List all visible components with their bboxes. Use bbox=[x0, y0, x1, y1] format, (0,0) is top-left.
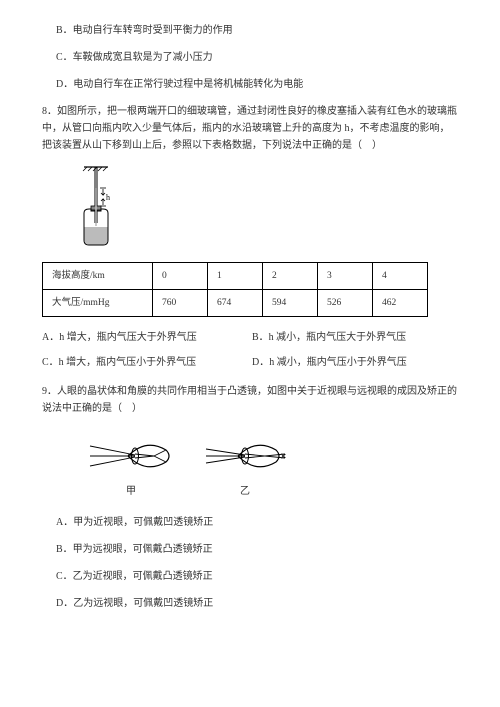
eye-yi: 乙 bbox=[202, 435, 288, 500]
option-9c: C．乙为近视眼，可佩戴凸透镜矫正 bbox=[56, 568, 458, 585]
question-8: 8．如图所示，把一根两端开口的细玻璃管，通过封闭性良好的橡皮塞插入装有红色水的玻… bbox=[42, 103, 458, 154]
q8-figure: h bbox=[70, 165, 458, 250]
option-7b: B．电动自行车转弯时受到平衡力的作用 bbox=[56, 22, 458, 39]
cell: 4 bbox=[373, 263, 428, 290]
cell: 1 bbox=[208, 263, 263, 290]
option-8c: C．h 增大，瓶内气压小于外界气压 bbox=[42, 354, 248, 371]
cell: 大气压/mmHg bbox=[43, 290, 153, 317]
option-7d: D．电动自行车在正常行驶过程中是将机械能转化为电能 bbox=[56, 76, 458, 93]
q9-stem: 9．人眼的晶状体和角膜的共同作用相当于凸透镜，如图中关于近视眼与远视眼的成因及矫… bbox=[42, 386, 457, 414]
option-9b: B．甲为远视眼，可佩戴凸透镜矫正 bbox=[56, 541, 458, 558]
q8-stem: 8．如图所示，把一根两端开口的细玻璃管，通过封闭性良好的橡皮塞插入装有红色水的玻… bbox=[42, 106, 457, 151]
table-row: 海拔高度/km 0 1 2 3 4 bbox=[43, 263, 428, 290]
cell: 594 bbox=[263, 290, 318, 317]
table-row: 大气压/mmHg 760 674 594 526 462 bbox=[43, 290, 428, 317]
eye-label-jia: 甲 bbox=[126, 483, 136, 500]
option-9d: D．乙为远视眼，可佩戴凹透镜矫正 bbox=[56, 595, 458, 612]
eye-label-yi: 乙 bbox=[240, 483, 250, 500]
option-8a: A．h 增大，瓶内气压大于外界气压 bbox=[42, 329, 248, 346]
svg-text:h: h bbox=[106, 193, 110, 202]
cell: 海拔高度/km bbox=[43, 263, 153, 290]
eye-jia: 甲 bbox=[88, 435, 174, 500]
option-7c: C．车鞍做成宽且软是为了减小压力 bbox=[56, 49, 458, 66]
question-9: 9．人眼的晶状体和角膜的共同作用相当于凸透镜，如图中关于近视眼与远视眼的成因及矫… bbox=[42, 383, 458, 417]
cell: 0 bbox=[153, 263, 208, 290]
q9-figure: 甲 乙 bbox=[88, 435, 458, 500]
cell: 462 bbox=[373, 290, 428, 317]
option-8d: D．h 减小，瓶内气压小于外界气压 bbox=[252, 354, 458, 371]
cell: 2 bbox=[263, 263, 318, 290]
cell: 526 bbox=[318, 290, 373, 317]
cell: 674 bbox=[208, 290, 263, 317]
option-8b: B．h 减小，瓶内气压大于外界气压 bbox=[252, 329, 458, 346]
cell: 3 bbox=[318, 263, 373, 290]
cell: 760 bbox=[153, 290, 208, 317]
q8-table: 海拔高度/km 0 1 2 3 4 大气压/mmHg 760 674 594 5… bbox=[42, 262, 458, 317]
option-9a: A．甲为近视眼，可佩戴凹透镜矫正 bbox=[56, 514, 458, 531]
